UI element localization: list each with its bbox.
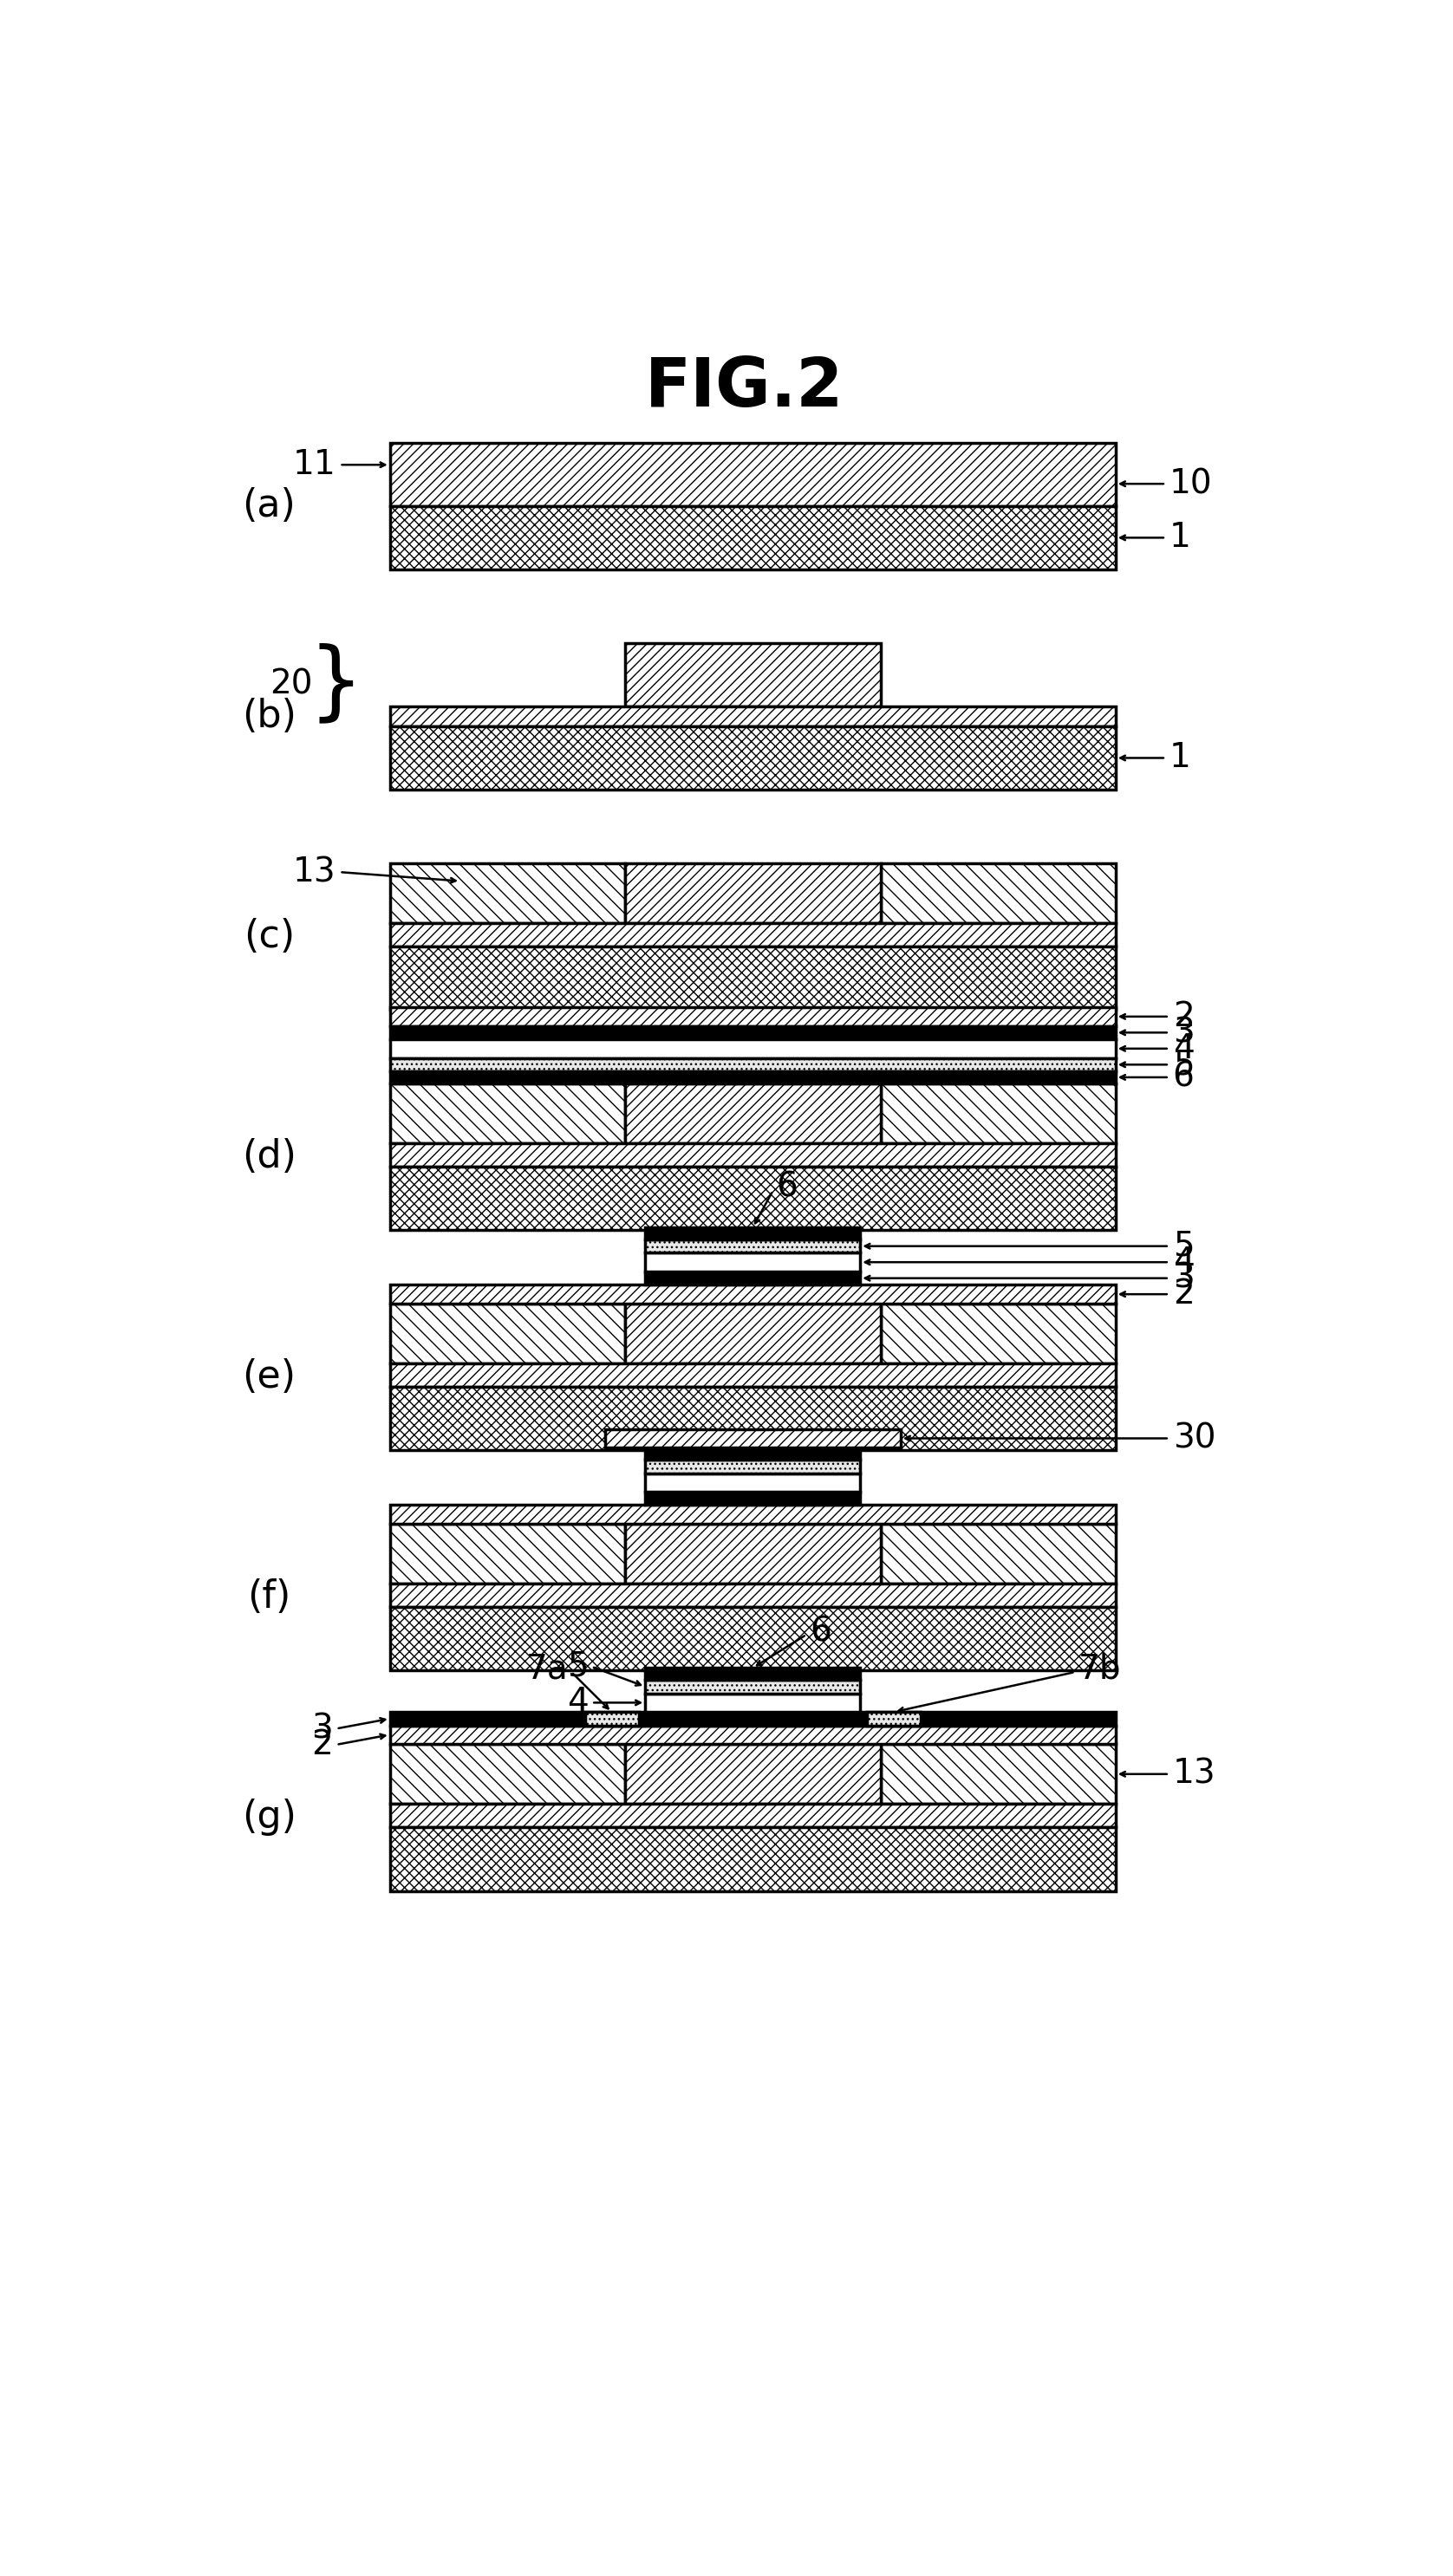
Text: 4: 4 xyxy=(1173,1033,1194,1064)
Bar xyxy=(389,1826,1116,1891)
Text: 13: 13 xyxy=(294,855,336,889)
Bar xyxy=(389,1584,1116,1607)
Text: 3: 3 xyxy=(1173,1015,1194,1048)
Bar xyxy=(645,1239,860,1252)
Text: 11: 11 xyxy=(294,448,336,482)
Bar xyxy=(389,1744,625,1803)
Bar xyxy=(389,1025,1116,1038)
Bar xyxy=(645,1461,860,1473)
Bar xyxy=(389,1084,625,1144)
Text: 2: 2 xyxy=(1173,1278,1194,1311)
Text: (d): (d) xyxy=(241,1139,296,1175)
Text: 6: 6 xyxy=(776,1172,798,1203)
Text: 3: 3 xyxy=(311,1713,333,1744)
Bar xyxy=(389,1386,1116,1450)
Text: 4: 4 xyxy=(1173,1247,1194,1278)
Text: 10: 10 xyxy=(1170,466,1212,500)
Bar xyxy=(389,1525,625,1584)
Bar xyxy=(881,1084,1116,1144)
Bar xyxy=(389,1144,1116,1167)
Bar xyxy=(389,922,1116,945)
Bar xyxy=(881,1744,1116,1803)
Text: FIG.2: FIG.2 xyxy=(645,355,844,420)
Bar xyxy=(645,1473,860,1492)
Bar xyxy=(389,1038,1116,1059)
Bar xyxy=(881,1525,1116,1584)
Bar xyxy=(645,1680,860,1692)
Text: (e): (e) xyxy=(243,1358,296,1396)
Bar xyxy=(389,443,1116,505)
Text: 5: 5 xyxy=(1173,1229,1194,1262)
Text: 3: 3 xyxy=(1173,1262,1194,1296)
Text: 7a: 7a xyxy=(526,1651,568,1685)
Text: 7b: 7b xyxy=(1078,1651,1122,1685)
Text: 6: 6 xyxy=(1173,1061,1194,1095)
Bar xyxy=(625,863,881,922)
Bar xyxy=(604,1430,901,1448)
Bar xyxy=(867,1713,921,1726)
Text: (b): (b) xyxy=(241,698,296,734)
Text: 1: 1 xyxy=(1170,520,1191,554)
Bar xyxy=(881,863,1116,922)
Text: 5: 5 xyxy=(1173,1048,1194,1082)
Bar xyxy=(389,1363,1116,1386)
Bar xyxy=(389,1072,1116,1084)
Bar xyxy=(389,1285,1116,1303)
Text: 2: 2 xyxy=(1173,999,1194,1033)
Text: 6: 6 xyxy=(809,1615,831,1649)
Bar xyxy=(389,1059,1116,1072)
Bar xyxy=(389,706,1116,726)
Bar xyxy=(625,644,881,706)
Bar xyxy=(625,1084,881,1144)
Bar xyxy=(625,1744,881,1803)
Bar xyxy=(645,1229,860,1239)
Bar xyxy=(389,1303,625,1363)
Bar xyxy=(645,1692,860,1713)
Bar xyxy=(389,1607,1116,1672)
Text: (a): (a) xyxy=(243,487,296,526)
Bar xyxy=(389,1803,1116,1826)
Text: 1: 1 xyxy=(1170,742,1191,775)
Bar xyxy=(645,1448,860,1461)
Bar xyxy=(584,1713,638,1726)
Bar xyxy=(389,726,1116,791)
Text: 30: 30 xyxy=(1173,1422,1216,1455)
Bar xyxy=(881,1303,1116,1363)
Bar xyxy=(389,1007,1116,1025)
Text: 4: 4 xyxy=(567,1687,588,1718)
Bar xyxy=(389,863,625,922)
Bar xyxy=(645,1667,860,1680)
Bar xyxy=(625,1303,881,1363)
Bar xyxy=(389,1504,1116,1525)
Bar xyxy=(389,505,1116,569)
Bar xyxy=(389,1167,1116,1231)
Text: 20: 20 xyxy=(270,667,312,701)
Text: 2: 2 xyxy=(311,1728,333,1762)
Bar xyxy=(645,1252,860,1273)
Text: 5: 5 xyxy=(567,1651,588,1682)
Bar xyxy=(389,1713,1116,1726)
Bar xyxy=(645,1273,860,1285)
Bar xyxy=(389,945,1116,1010)
Bar xyxy=(625,1525,881,1584)
Text: (c): (c) xyxy=(243,917,295,956)
Text: (g): (g) xyxy=(241,1798,296,1837)
Bar xyxy=(389,1726,1116,1744)
Bar xyxy=(645,1492,860,1504)
Text: }: } xyxy=(308,641,363,726)
Text: (f): (f) xyxy=(247,1579,291,1615)
Text: 13: 13 xyxy=(1173,1757,1216,1790)
